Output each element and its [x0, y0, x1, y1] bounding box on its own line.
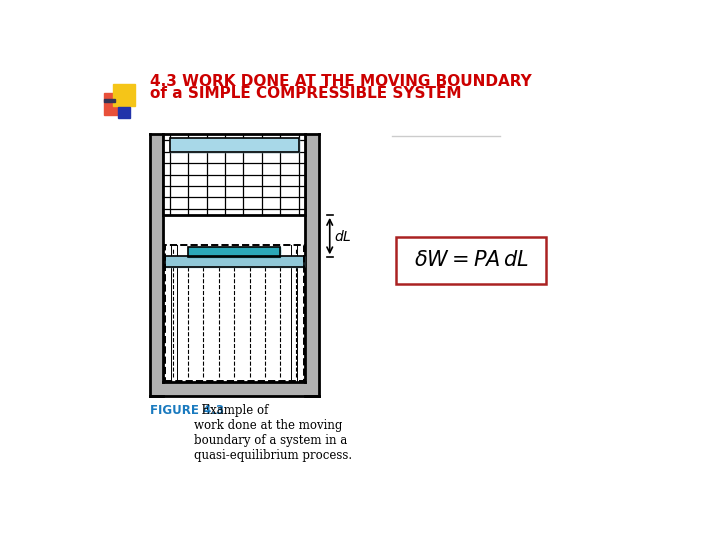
- Bar: [165, 256, 304, 267]
- Text: Example of
work done at the moving
boundary of a system in a
quasi-equilibrium p: Example of work done at the moving bound…: [194, 403, 352, 462]
- Bar: [396, 237, 546, 284]
- Bar: [113, 84, 135, 106]
- Bar: [305, 134, 319, 396]
- Bar: [165, 245, 304, 381]
- Bar: [188, 247, 281, 257]
- Bar: [150, 382, 319, 396]
- Bar: [150, 134, 163, 396]
- Text: of a SIMPLE COMPRESSIBLE SYSTEM: of a SIMPLE COMPRESSIBLE SYSTEM: [150, 86, 461, 102]
- Text: $\delta W = PA\,dL$: $\delta W = PA\,dL$: [413, 251, 528, 271]
- Text: $dL$: $dL$: [334, 228, 352, 244]
- Bar: [104, 99, 115, 102]
- Bar: [165, 256, 304, 267]
- Bar: [188, 247, 281, 257]
- Bar: [170, 138, 299, 152]
- Text: FIGURE 4.3: FIGURE 4.3: [150, 403, 223, 416]
- Bar: [163, 134, 305, 215]
- Bar: [163, 134, 305, 215]
- Bar: [118, 107, 130, 118]
- Bar: [104, 93, 126, 115]
- Bar: [170, 138, 299, 152]
- Text: 4.3 WORK DONE AT THE MOVING BOUNDARY: 4.3 WORK DONE AT THE MOVING BOUNDARY: [150, 74, 531, 89]
